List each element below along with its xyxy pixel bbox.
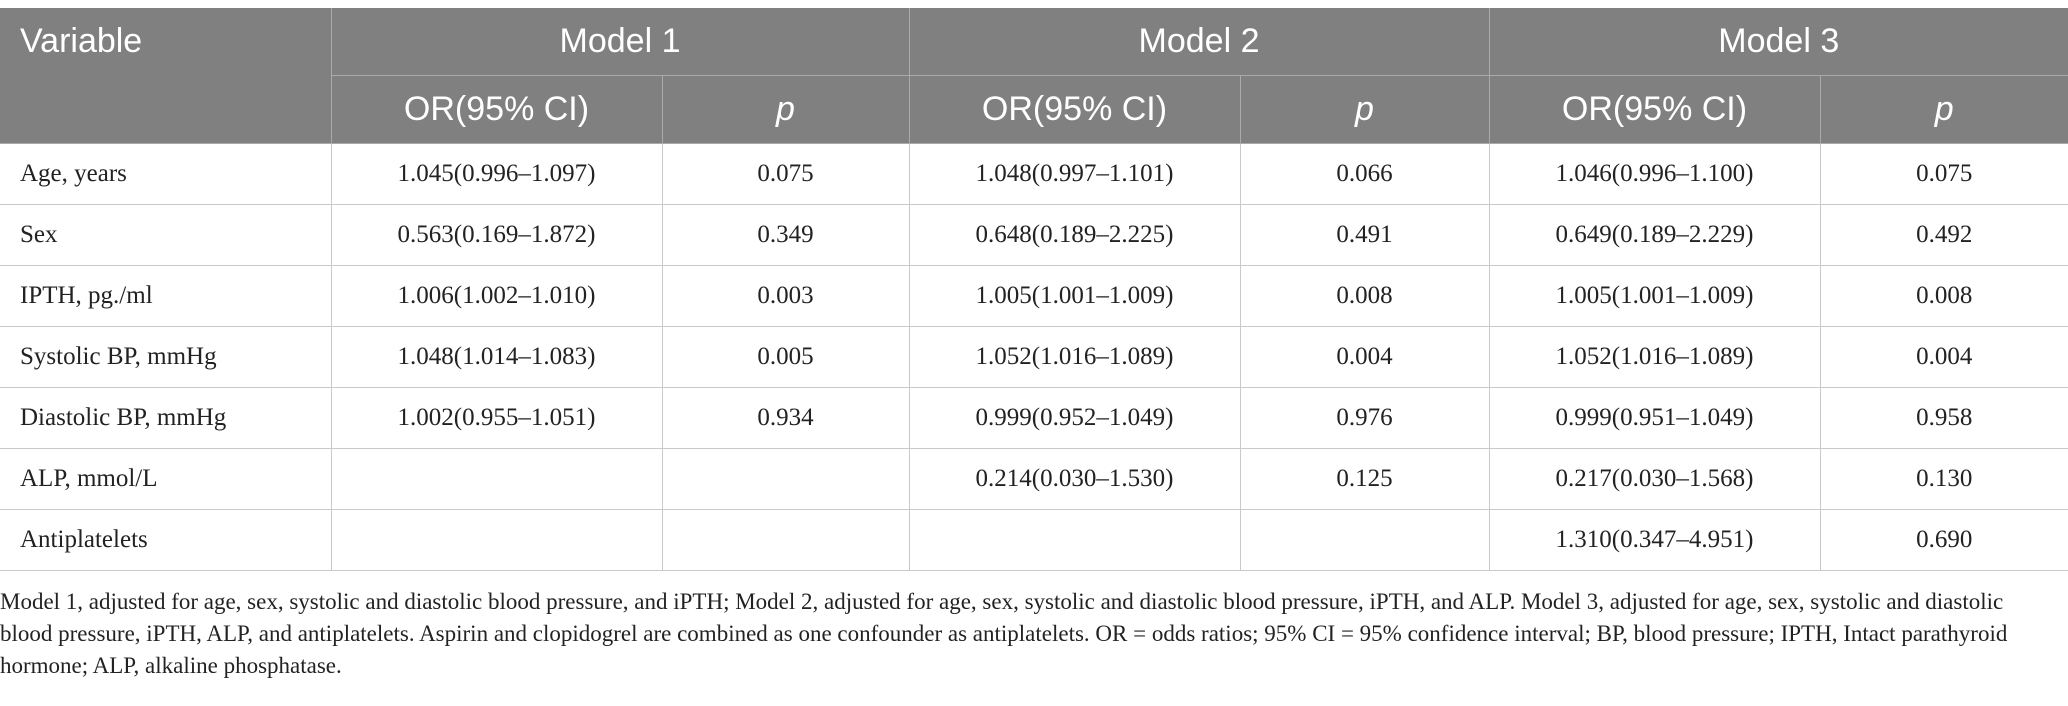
model-3-or-cell: 1.046(0.996–1.100): [1489, 143, 1821, 205]
model-1-p-header: p: [662, 75, 910, 144]
model-2-or-cell: 0.999(0.952–1.049): [909, 387, 1241, 449]
results-table-container: Variable Model 1 Model 2 Model 3 OR(95% …: [0, 8, 2068, 571]
variable-cell: Antiplatelets: [0, 509, 332, 571]
model-1-p-cell: 0.003: [662, 265, 910, 327]
variable-cell: Diastolic BP, mmHg: [0, 387, 332, 449]
table-header: Variable Model 1 Model 2 Model 3 OR(95% …: [0, 8, 2068, 144]
model-1-or-cell: [331, 448, 663, 510]
variable-cell: Systolic BP, mmHg: [0, 326, 332, 388]
model-3-p-cell: 0.004: [1820, 326, 2068, 388]
table-row: Antiplatelets 1.310(0.347–4.951) 0.690: [0, 509, 2068, 571]
variable-cell: Age, years: [0, 143, 332, 205]
model-2-or-cell: 1.052(1.016–1.089): [909, 326, 1241, 388]
model-2-or-header: OR(95% CI): [909, 75, 1241, 144]
table-row: Age, years 1.045(0.996–1.097) 0.075 1.048(0…: [0, 143, 2068, 205]
variable-column-header: Variable: [0, 8, 332, 144]
table-row: IPTH, pg./ml 1.006(1.002–1.010) 0.003 1.005…: [0, 265, 2068, 327]
table-row: Sex 0.563(0.169–1.872) 0.349 0.648(0.189–2.…: [0, 204, 2068, 266]
model-3-or-header: OR(95% CI): [1489, 75, 1821, 144]
model-2-or-cell: 1.005(1.001–1.009): [909, 265, 1241, 327]
model-2-or-cell: [909, 509, 1241, 571]
table-row: ALP, mmol/L 0.214(0.030–1.530) 0.125 0.217(…: [0, 448, 2068, 510]
results-table: Variable Model 1 Model 2 Model 3 OR(95% …: [0, 8, 2068, 571]
model-3-p-cell: 0.958: [1820, 387, 2068, 449]
variable-cell: IPTH, pg./ml: [0, 265, 332, 327]
model-1-header: Model 1: [331, 8, 910, 76]
model-1-or-header: OR(95% CI): [331, 75, 663, 144]
variable-cell: ALP, mmol/L: [0, 448, 332, 510]
model-3-or-cell: 1.310(0.347–4.951): [1489, 509, 1821, 571]
model-2-p-cell: 0.004: [1240, 326, 1490, 388]
model-1-p-cell: 0.005: [662, 326, 910, 388]
model-2-p-cell: [1240, 509, 1490, 571]
model-3-p-cell: 0.008: [1820, 265, 2068, 327]
table-row: Systolic BP, mmHg 1.048(1.014–1.083) 0.005…: [0, 326, 2068, 388]
model-1-or-cell: 0.563(0.169–1.872): [331, 204, 663, 266]
model-3-header: Model 3: [1489, 8, 2068, 76]
model-3-p-cell: 0.075: [1820, 143, 2068, 205]
table-footnote: Model 1, adjusted for age, sex, systolic…: [0, 589, 2008, 678]
model-1-p-cell: 0.934: [662, 387, 910, 449]
model-3-p-cell: 0.492: [1820, 204, 2068, 266]
header-row-stats: OR(95% CI) p OR(95% CI) p OR(95% CI) p: [0, 75, 2068, 144]
model-2-p-header: p: [1240, 75, 1490, 144]
table-body: Age, years 1.045(0.996–1.097) 0.075 1.048(0…: [0, 143, 2068, 571]
model-1-p-cell: [662, 448, 910, 510]
model-1-or-cell: 1.045(0.996–1.097): [331, 143, 663, 205]
model-3-or-cell: 1.005(1.001–1.009): [1489, 265, 1821, 327]
model-1-or-cell: [331, 509, 663, 571]
model-2-p-cell: 0.491: [1240, 204, 1490, 266]
model-2-p-cell: 0.066: [1240, 143, 1490, 205]
model-3-p-header: p: [1820, 75, 2068, 144]
model-3-or-cell: 1.052(1.016–1.089): [1489, 326, 1821, 388]
model-2-or-cell: 0.214(0.030–1.530): [909, 448, 1241, 510]
model-1-p-cell: 0.075: [662, 143, 910, 205]
model-3-p-cell: 0.690: [1820, 509, 2068, 571]
model-2-p-cell: 0.125: [1240, 448, 1490, 510]
model-2-p-cell: 0.976: [1240, 387, 1490, 449]
model-2-header: Model 2: [909, 8, 1490, 76]
model-3-or-cell: 0.217(0.030–1.568): [1489, 448, 1821, 510]
model-2-or-cell: 0.648(0.189–2.225): [909, 204, 1241, 266]
model-1-or-cell: 1.048(1.014–1.083): [331, 326, 663, 388]
model-2-or-cell: 1.048(0.997–1.101): [909, 143, 1241, 205]
model-1-p-cell: [662, 509, 910, 571]
model-1-p-cell: 0.349: [662, 204, 910, 266]
model-3-p-cell: 0.130: [1820, 448, 2068, 510]
header-row-models: Variable Model 1 Model 2 Model 3: [0, 8, 2068, 144]
variable-cell: Sex: [0, 204, 332, 266]
table-row: Diastolic BP, mmHg 1.002(0.955–1.051) 0.93…: [0, 387, 2068, 449]
model-1-or-cell: 1.002(0.955–1.051): [331, 387, 663, 449]
model-2-p-cell: 0.008: [1240, 265, 1490, 327]
model-1-or-cell: 1.006(1.002–1.010): [331, 265, 663, 327]
model-3-or-cell: 0.999(0.951–1.049): [1489, 387, 1821, 449]
model-3-or-cell: 0.649(0.189–2.229): [1489, 204, 1821, 266]
